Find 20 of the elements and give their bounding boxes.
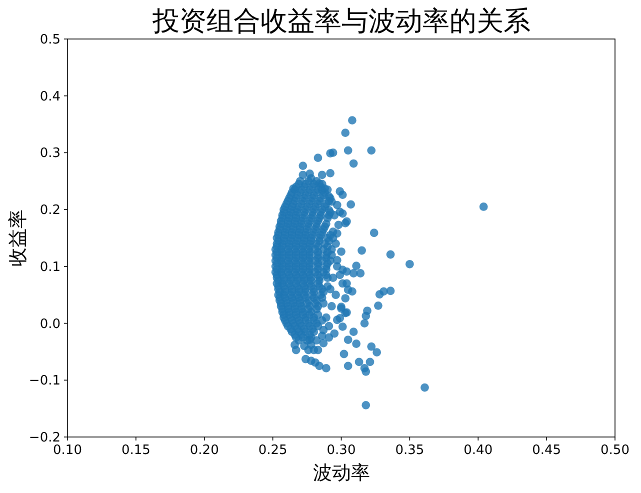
x-tick-label: 0.10 xyxy=(53,443,82,458)
x-tick-label: 0.35 xyxy=(395,443,424,458)
x-tick-label: 0.50 xyxy=(600,443,630,458)
y-tick-label: 0.5 xyxy=(40,32,60,48)
x-tick-label: 0.25 xyxy=(258,443,288,458)
y-tick-label: 0.3 xyxy=(40,146,60,162)
x-tick-label: 0.40 xyxy=(464,443,493,458)
chart-title: 投资组合收益率与波动率的关系 xyxy=(151,6,530,37)
y-tick-label: 0.1 xyxy=(40,260,60,275)
y-tick-label: 0.4 xyxy=(40,89,60,104)
y-axis-title: 收益率 xyxy=(7,210,29,266)
y-tick-label: −0.2 xyxy=(28,430,60,446)
x-tick-label: 0.45 xyxy=(532,443,562,458)
x-axis-title: 波动率 xyxy=(312,462,370,484)
x-tick-label: 0.30 xyxy=(326,443,356,458)
y-tick-label: 0.2 xyxy=(40,203,60,218)
y-tick-label: −0.1 xyxy=(28,374,60,389)
x-tick-label: 0.20 xyxy=(190,443,219,458)
y-tick-label: 0.0 xyxy=(40,316,60,332)
x-tick-label: 0.15 xyxy=(121,443,150,458)
